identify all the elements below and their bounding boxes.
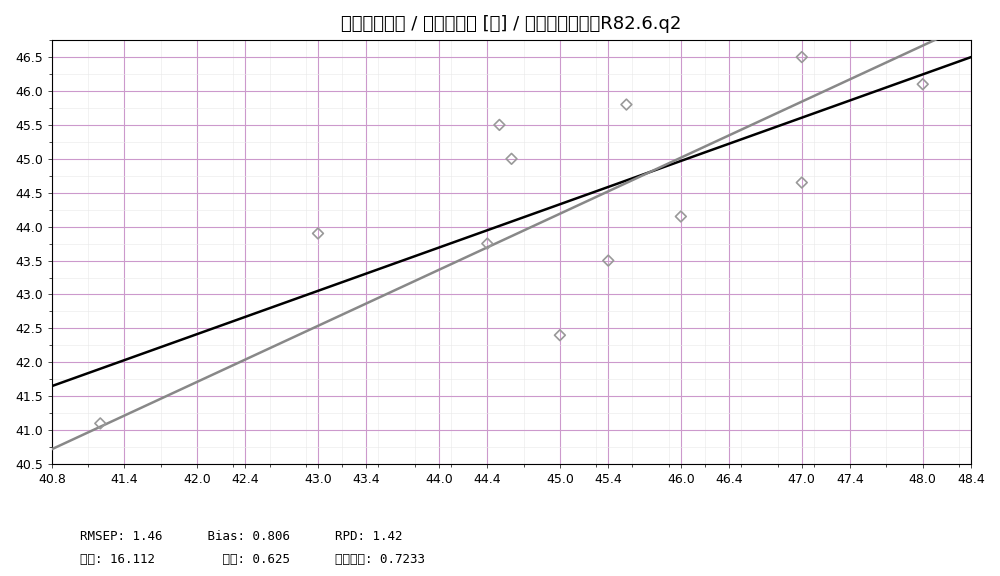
Point [479, 239, 495, 248]
Point [504, 154, 520, 164]
Point [915, 79, 931, 89]
Point [491, 120, 507, 130]
Point [794, 52, 810, 62]
Point [673, 212, 689, 221]
Point [618, 100, 634, 109]
Point [310, 229, 326, 238]
Point [600, 256, 616, 265]
Text: 截距: 16.112         斜率: 0.625      相关因子: 0.7233: 截距: 16.112 斜率: 0.625 相关因子: 0.7233 [80, 553, 425, 566]
Text: RMSEP: 1.46      Bias: 0.806      RPD: 1.42: RMSEP: 1.46 Bias: 0.806 RPD: 1.42 [80, 530, 402, 543]
Title: 预测值对真值 / 纤维素含量 [％] / 纤维素含量模型R82.6.q2: 预测值对真值 / 纤维素含量 [％] / 纤维素含量模型R82.6.q2 [341, 15, 682, 33]
Point [92, 419, 108, 428]
Point [794, 178, 810, 187]
Point [552, 331, 568, 340]
